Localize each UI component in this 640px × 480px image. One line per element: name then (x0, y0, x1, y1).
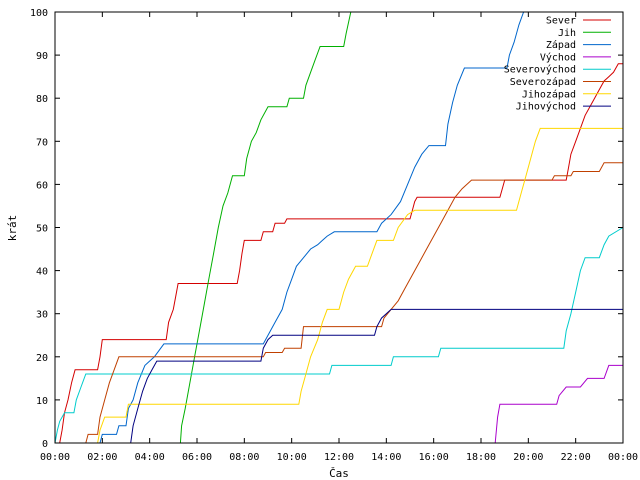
x-tick-label: 10:00 (277, 452, 307, 463)
series-line-1 (59, 63, 623, 444)
y-tick-label: 50 (36, 224, 48, 235)
legend-label: Severovýchod (504, 64, 576, 76)
legend-label: Východ (540, 51, 576, 63)
x-tick-label: 14:00 (371, 452, 401, 463)
y-tick-label: 70 (36, 137, 48, 148)
y-tick-label: 60 (36, 180, 48, 191)
series-line-3 (59, 11, 529, 444)
x-tick-label: 16:00 (419, 452, 449, 463)
x-tick-label: 00:00 (608, 452, 638, 463)
x-tick-label: 20:00 (513, 452, 543, 463)
series-line-6 (59, 162, 623, 444)
y-tick-label: 40 (36, 267, 48, 278)
x-tick-label: 06:00 (182, 452, 212, 463)
series-line-7 (97, 127, 623, 444)
y-tick-label: 0 (42, 439, 48, 450)
x-axis: 00:00 02:00 04:00 06:00 08:00 10:00 12:00 14:00… (40, 12, 638, 463)
y-tick-label: 10 (36, 396, 48, 407)
legend-label: Jih (558, 28, 576, 39)
y-axis: 0 10 20 30 40 50 60 70 80 90 100 (30, 8, 623, 450)
plot-series (54, 11, 624, 444)
x-axis-title: Čas (329, 467, 349, 480)
y-axis-title: krát (6, 215, 19, 242)
x-tick-label: 18:00 (466, 452, 496, 463)
y-tick-label: 90 (36, 51, 48, 62)
legend-label: Západ (546, 39, 576, 51)
legend: SeverJihZápadVýchodSeverovýchodSeverozáp… (504, 16, 611, 113)
legend-label: Severozápad (510, 76, 576, 88)
series-line-8 (130, 308, 623, 444)
x-tick-label: 22:00 (561, 452, 591, 463)
x-tick-label: 00:00 (40, 452, 70, 463)
y-tick-label: 20 (36, 353, 48, 364)
series-line-2 (55, 11, 354, 444)
y-tick-label: 30 (36, 310, 48, 321)
legend-label: Sever (546, 16, 576, 27)
series-line-4 (494, 364, 623, 444)
legend-label: Jihozápad (522, 88, 576, 100)
x-tick-label: 12:00 (324, 452, 354, 463)
y-tick-label: 80 (36, 94, 48, 105)
x-tick-label: 08:00 (229, 452, 259, 463)
series-line-5 (54, 227, 624, 444)
y-tick-label: 100 (30, 8, 48, 19)
x-tick-label: 02:00 (87, 452, 117, 463)
x-tick-label: 04:00 (135, 452, 165, 463)
legend-label: Jihovýchod (516, 101, 576, 113)
